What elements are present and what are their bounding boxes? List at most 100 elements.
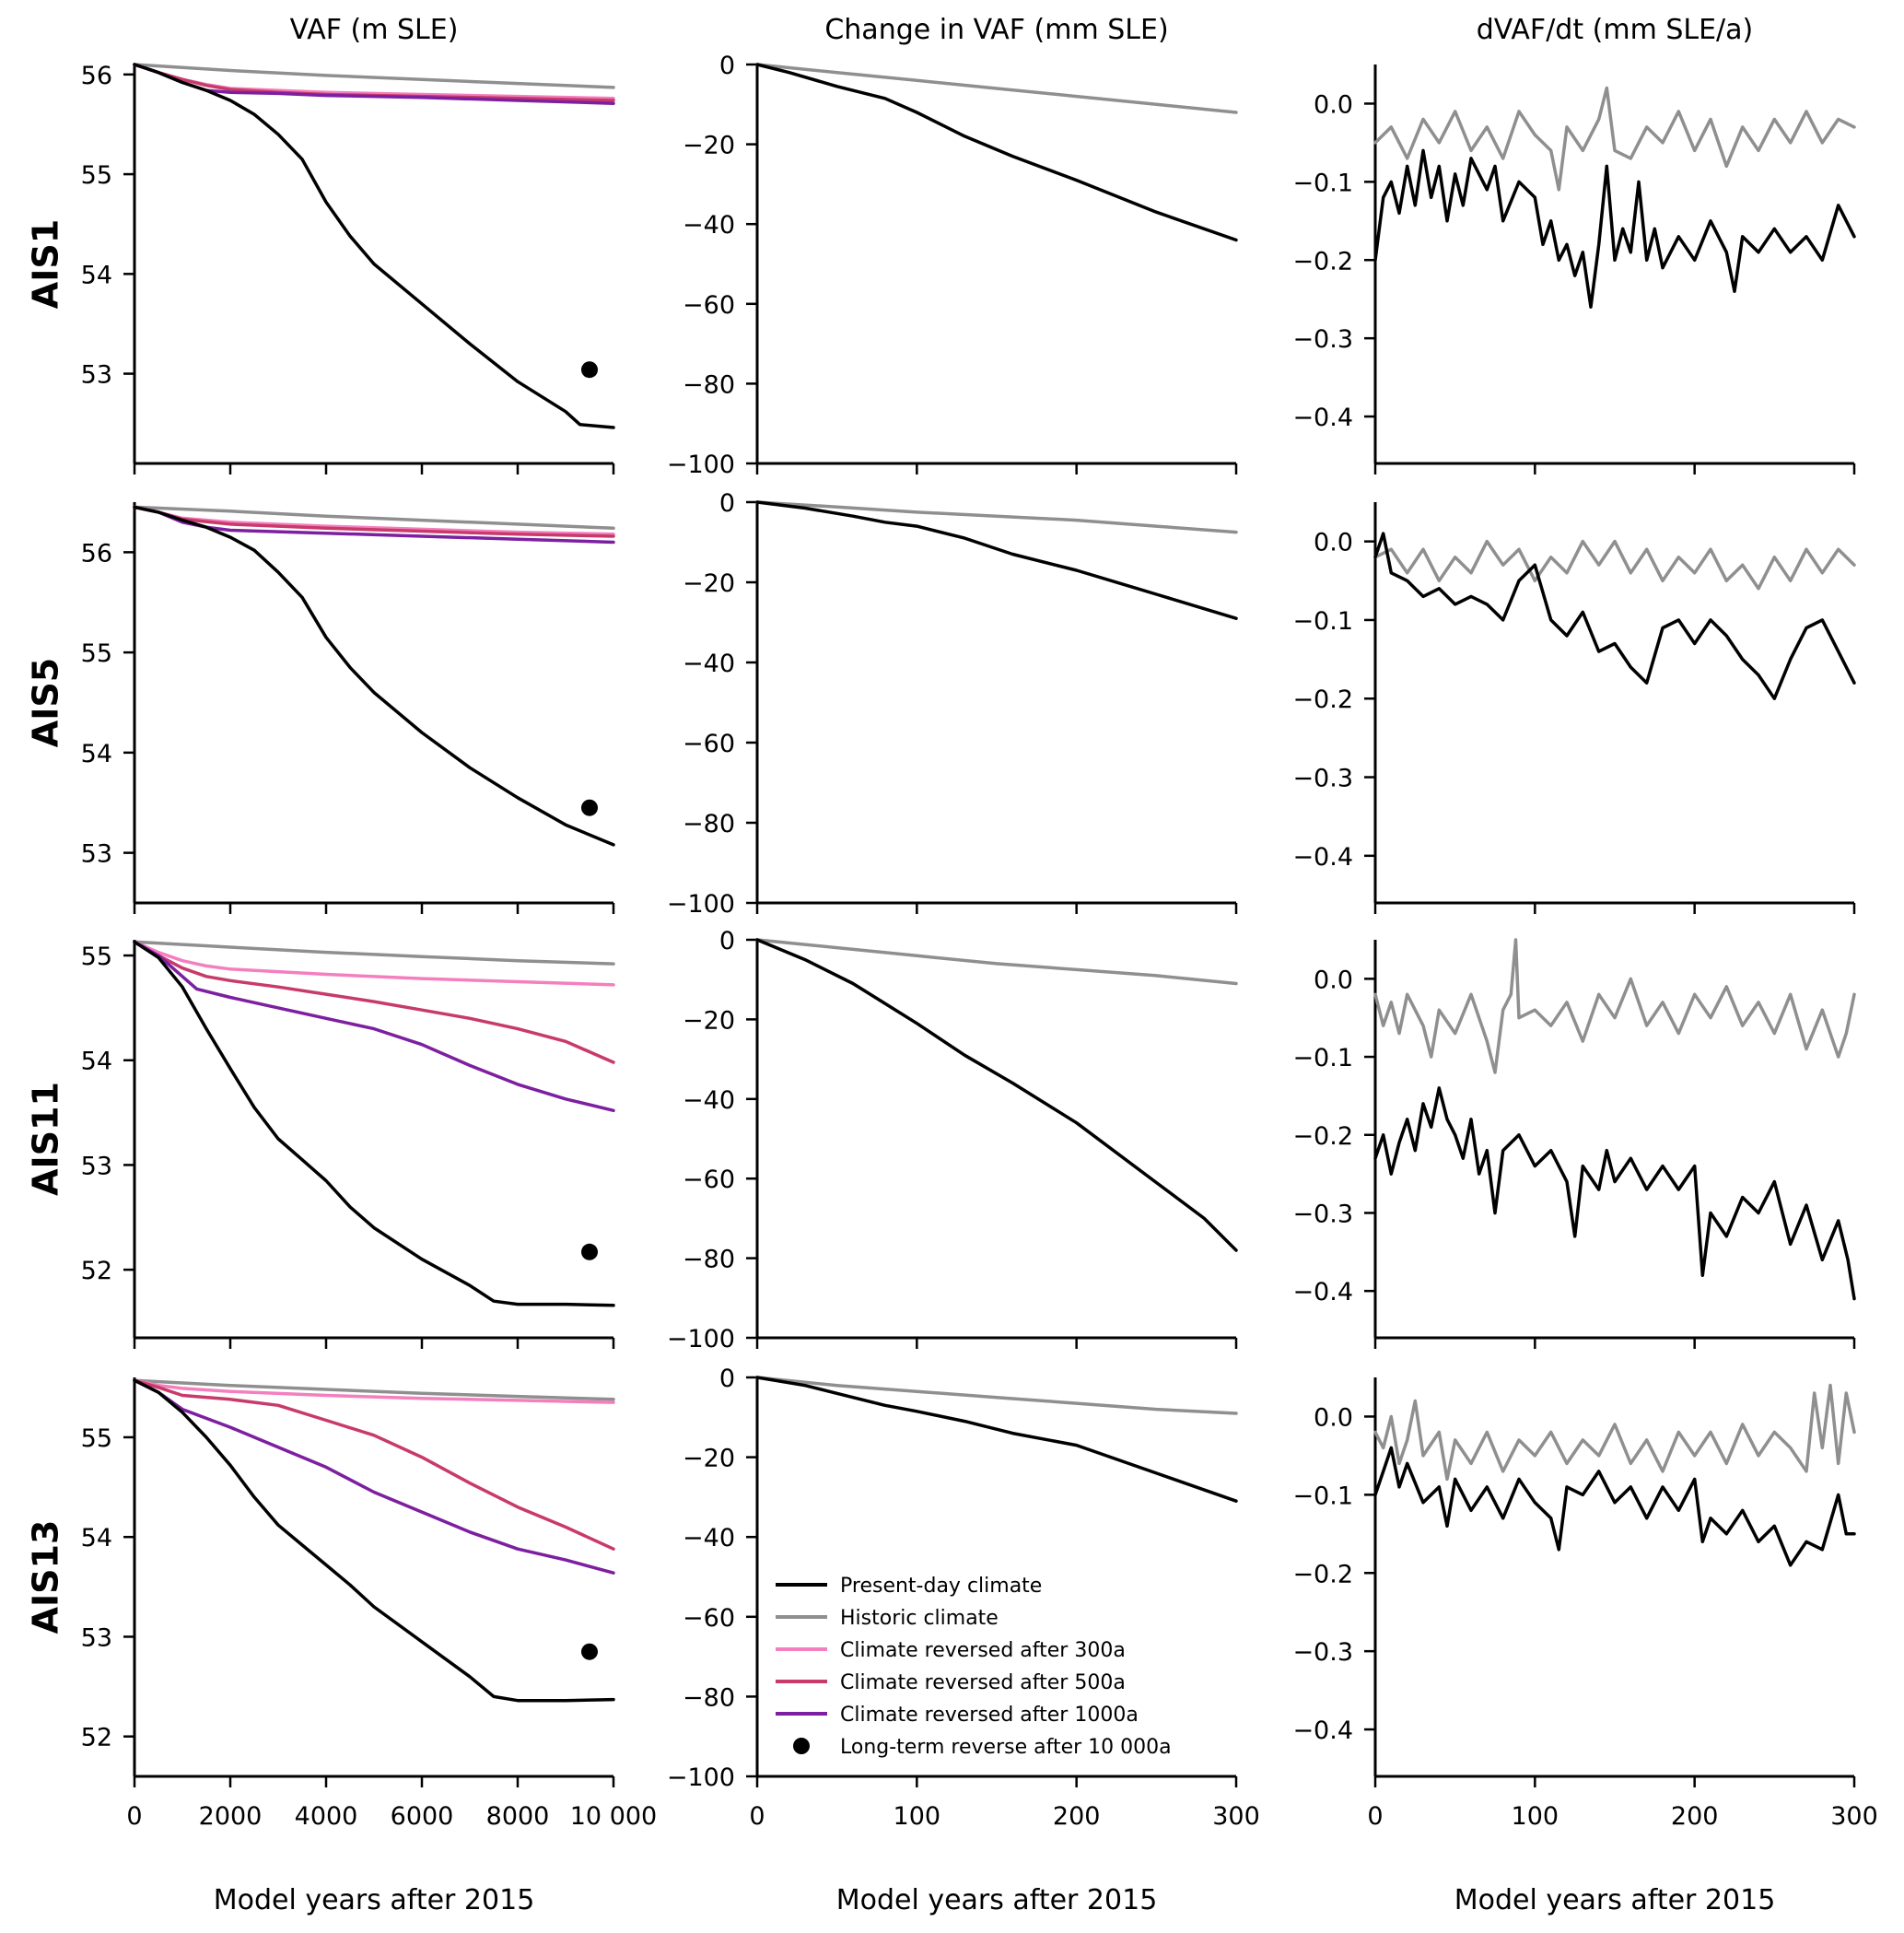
legend-label: Long-term reverse after 10 000a <box>840 1736 1172 1759</box>
y-tick-label: −80 <box>683 1246 735 1274</box>
x-tick-label: 6000 <box>391 1802 454 1831</box>
series-historic <box>755 63 1238 114</box>
x-axis-label: Model years after 2015 <box>214 1884 535 1916</box>
y-tick-label: 52 <box>81 1257 112 1285</box>
series-historic <box>1373 86 1856 192</box>
y-tick-label: 0 <box>719 52 735 80</box>
series-present-day <box>133 940 615 1307</box>
long-term-reverse-marker <box>581 361 598 379</box>
y-tick-label: 55 <box>81 161 112 190</box>
series-present-day <box>755 63 1238 242</box>
series-present-day <box>133 63 615 429</box>
y-tick-label: 53 <box>81 840 112 869</box>
series-present-day <box>133 505 615 847</box>
y-tick-label: 0.0 <box>1314 90 1353 119</box>
y-tick-label: −100 <box>667 1763 735 1792</box>
y-tick-label: −60 <box>683 1166 735 1194</box>
y-tick-label: 0.0 <box>1314 1403 1353 1432</box>
long-term-reverse-marker <box>581 1243 598 1260</box>
y-tick-label: 0.0 <box>1314 966 1353 994</box>
x-tick-label: 100 <box>894 1802 941 1831</box>
y-tick-label: 54 <box>81 1048 112 1076</box>
legend-label: Historic climate <box>840 1607 999 1630</box>
series-reversed-500 <box>133 940 615 1064</box>
row-label: AIS1 <box>26 219 66 309</box>
row-label: AIS13 <box>26 1520 66 1634</box>
y-tick-label: 54 <box>81 1524 112 1552</box>
y-tick-label: 56 <box>81 539 112 568</box>
series-present-day <box>755 938 1238 1252</box>
y-tick-label: −0.1 <box>1292 607 1353 636</box>
long-term-reverse-marker <box>581 1643 598 1660</box>
y-tick-label: 55 <box>81 943 112 971</box>
y-tick-label: −0.4 <box>1292 1278 1353 1306</box>
legend-label: Climate reversed after 500a <box>840 1671 1126 1694</box>
y-tick-label: −20 <box>683 1445 735 1473</box>
legend-label: Climate reversed after 300a <box>840 1639 1126 1662</box>
x-tick-label: 2000 <box>199 1802 263 1831</box>
series-historic <box>133 940 615 966</box>
y-tick-label: 54 <box>81 740 112 768</box>
y-tick-label: −0.2 <box>1292 685 1353 714</box>
series-reversed-1000 <box>133 940 615 1113</box>
column-title: dVAF/dt (mm SLE/a) <box>1477 14 1753 46</box>
x-tick-label: 100 <box>1512 1802 1559 1831</box>
y-tick-label: −100 <box>667 451 735 479</box>
y-tick-label: −0.2 <box>1292 1122 1353 1151</box>
y-tick-label: 0 <box>719 1365 735 1393</box>
y-tick-label: 0 <box>719 489 735 518</box>
x-axis-label: Model years after 2015 <box>836 1884 1158 1916</box>
column-title: VAF (m SLE) <box>290 14 459 46</box>
y-tick-label: 55 <box>81 1424 112 1453</box>
y-tick-label: −0.2 <box>1292 1560 1353 1588</box>
y-tick-label: −20 <box>683 1006 735 1035</box>
legend-swatch-long-term-marker <box>793 1738 810 1754</box>
y-tick-label: −0.1 <box>1292 1482 1353 1510</box>
series-historic <box>1373 1383 1856 1482</box>
x-tick-label: 200 <box>1053 1802 1101 1831</box>
series-historic <box>755 500 1238 534</box>
y-tick-label: −0.2 <box>1292 247 1353 275</box>
y-tick-label: −0.4 <box>1292 1716 1353 1745</box>
y-tick-label: 0.0 <box>1314 529 1353 557</box>
y-tick-label: 52 <box>81 1724 112 1752</box>
y-tick-label: −80 <box>683 810 735 838</box>
y-tick-label: −20 <box>683 132 735 160</box>
y-tick-label: 56 <box>81 62 112 90</box>
series-reversed-300 <box>133 940 615 987</box>
y-tick-label: −0.1 <box>1292 1044 1353 1072</box>
series-historic <box>133 1378 615 1401</box>
y-tick-label: 0 <box>719 927 735 955</box>
series-historic <box>133 63 615 89</box>
y-tick-label: 53 <box>81 1152 112 1180</box>
y-tick-label: −60 <box>683 1604 735 1633</box>
x-tick-label: 0 <box>749 1802 765 1831</box>
x-tick-label: 300 <box>1830 1802 1878 1831</box>
x-tick-label: 0 <box>126 1802 142 1831</box>
y-tick-label: −0.3 <box>1292 765 1353 793</box>
series-present-day <box>1373 532 1856 700</box>
y-tick-label: −0.3 <box>1292 325 1353 354</box>
y-tick-label: −60 <box>683 730 735 758</box>
series-present-day <box>133 1378 615 1703</box>
y-tick-label: −0.3 <box>1292 1200 1353 1228</box>
series-historic <box>133 505 615 531</box>
x-axis-label: Model years after 2015 <box>1454 1884 1776 1916</box>
y-tick-label: −0.4 <box>1292 404 1353 432</box>
y-tick-label: −40 <box>683 1086 735 1115</box>
row-label: AIS11 <box>26 1082 66 1196</box>
series-historic <box>1373 539 1856 591</box>
y-tick-label: −80 <box>683 370 735 399</box>
y-tick-label: 53 <box>81 361 112 390</box>
series-reversed-1000 <box>133 1378 615 1575</box>
y-tick-label: −60 <box>683 291 735 320</box>
series-present-day <box>755 1376 1238 1503</box>
series-reversed-500 <box>133 1378 615 1551</box>
y-tick-label: −0.3 <box>1292 1638 1353 1667</box>
x-tick-label: 300 <box>1212 1802 1260 1831</box>
long-term-reverse-marker <box>581 799 598 816</box>
y-tick-label: −0.1 <box>1292 169 1353 197</box>
series-reversed-300 <box>133 1378 615 1404</box>
x-tick-label: 8000 <box>486 1802 550 1831</box>
series-present-day <box>1373 148 1856 309</box>
